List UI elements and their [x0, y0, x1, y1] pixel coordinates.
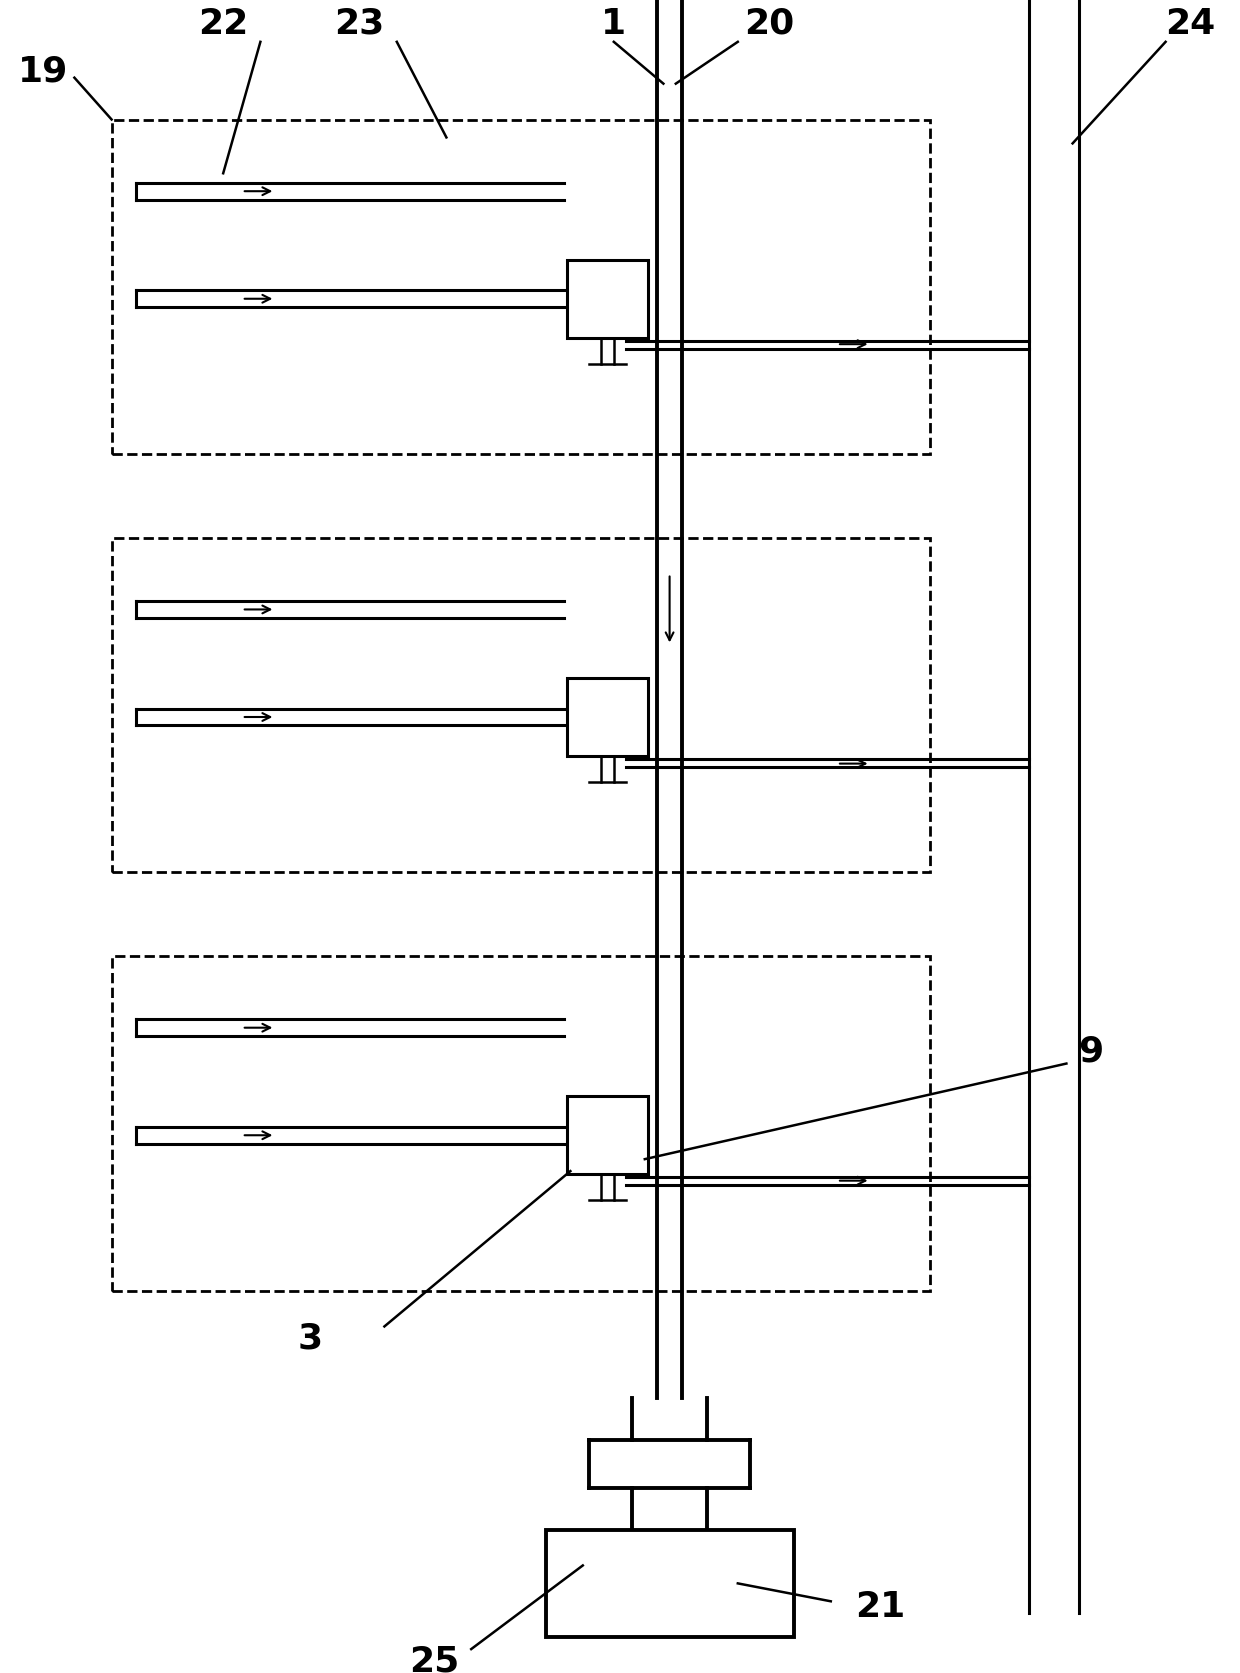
Bar — [112, 537, 930, 872]
Text: 21: 21 — [856, 1591, 905, 1624]
Text: 20: 20 — [744, 7, 794, 40]
Text: 22: 22 — [198, 7, 248, 40]
Bar — [112, 119, 930, 453]
Bar — [112, 955, 930, 1290]
Text: 19: 19 — [19, 55, 68, 89]
Text: 24: 24 — [1166, 7, 1215, 40]
Text: 23: 23 — [335, 7, 384, 40]
Text: 1: 1 — [601, 7, 626, 40]
Bar — [568, 678, 649, 756]
Bar — [568, 259, 649, 338]
Text: 25: 25 — [409, 1645, 459, 1673]
Text: 9: 9 — [1079, 1034, 1104, 1069]
Bar — [546, 1529, 794, 1638]
Bar — [568, 1096, 649, 1174]
Text: 3: 3 — [298, 1322, 322, 1355]
